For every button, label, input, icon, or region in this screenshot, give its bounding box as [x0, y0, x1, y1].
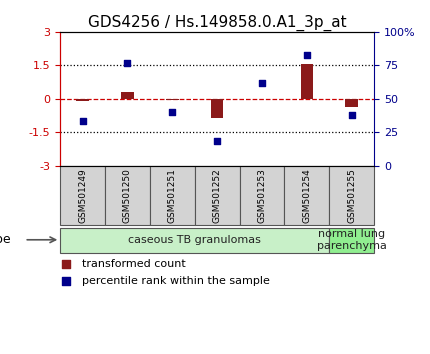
- Bar: [345, 99, 358, 107]
- Text: GSM501250: GSM501250: [123, 169, 132, 223]
- Bar: [284, 166, 329, 225]
- Text: normal lung
parenchyma: normal lung parenchyma: [317, 229, 387, 251]
- Bar: [166, 99, 178, 100]
- Bar: [240, 166, 284, 225]
- Text: GSM501249: GSM501249: [78, 169, 87, 223]
- Point: [79, 119, 86, 124]
- Bar: [211, 99, 224, 118]
- Bar: [60, 166, 105, 225]
- Bar: [77, 99, 89, 101]
- Text: GSM501252: GSM501252: [213, 169, 221, 223]
- Title: GDS4256 / Hs.149858.0.A1_3p_at: GDS4256 / Hs.149858.0.A1_3p_at: [88, 14, 347, 30]
- Bar: [150, 166, 195, 225]
- Bar: [195, 166, 240, 225]
- Text: GSM501253: GSM501253: [258, 169, 267, 223]
- Point: [63, 279, 70, 284]
- Text: GSM501254: GSM501254: [302, 169, 311, 223]
- Bar: [329, 228, 374, 253]
- Point: [304, 52, 310, 57]
- Bar: [121, 92, 134, 99]
- Text: percentile rank within the sample: percentile rank within the sample: [82, 276, 270, 286]
- Bar: [301, 64, 313, 99]
- Bar: [329, 166, 374, 225]
- Point: [258, 80, 265, 85]
- Text: GSM501251: GSM501251: [168, 169, 177, 223]
- Point: [348, 112, 355, 118]
- Bar: [60, 228, 329, 253]
- Point: [124, 60, 131, 65]
- Text: cell type: cell type: [0, 233, 11, 246]
- Bar: [105, 166, 150, 225]
- Text: transformed count: transformed count: [82, 258, 186, 269]
- Point: [169, 109, 176, 115]
- Text: caseous TB granulomas: caseous TB granulomas: [128, 235, 261, 245]
- Text: GSM501255: GSM501255: [347, 169, 356, 223]
- Point: [214, 139, 221, 144]
- Point: [63, 261, 70, 266]
